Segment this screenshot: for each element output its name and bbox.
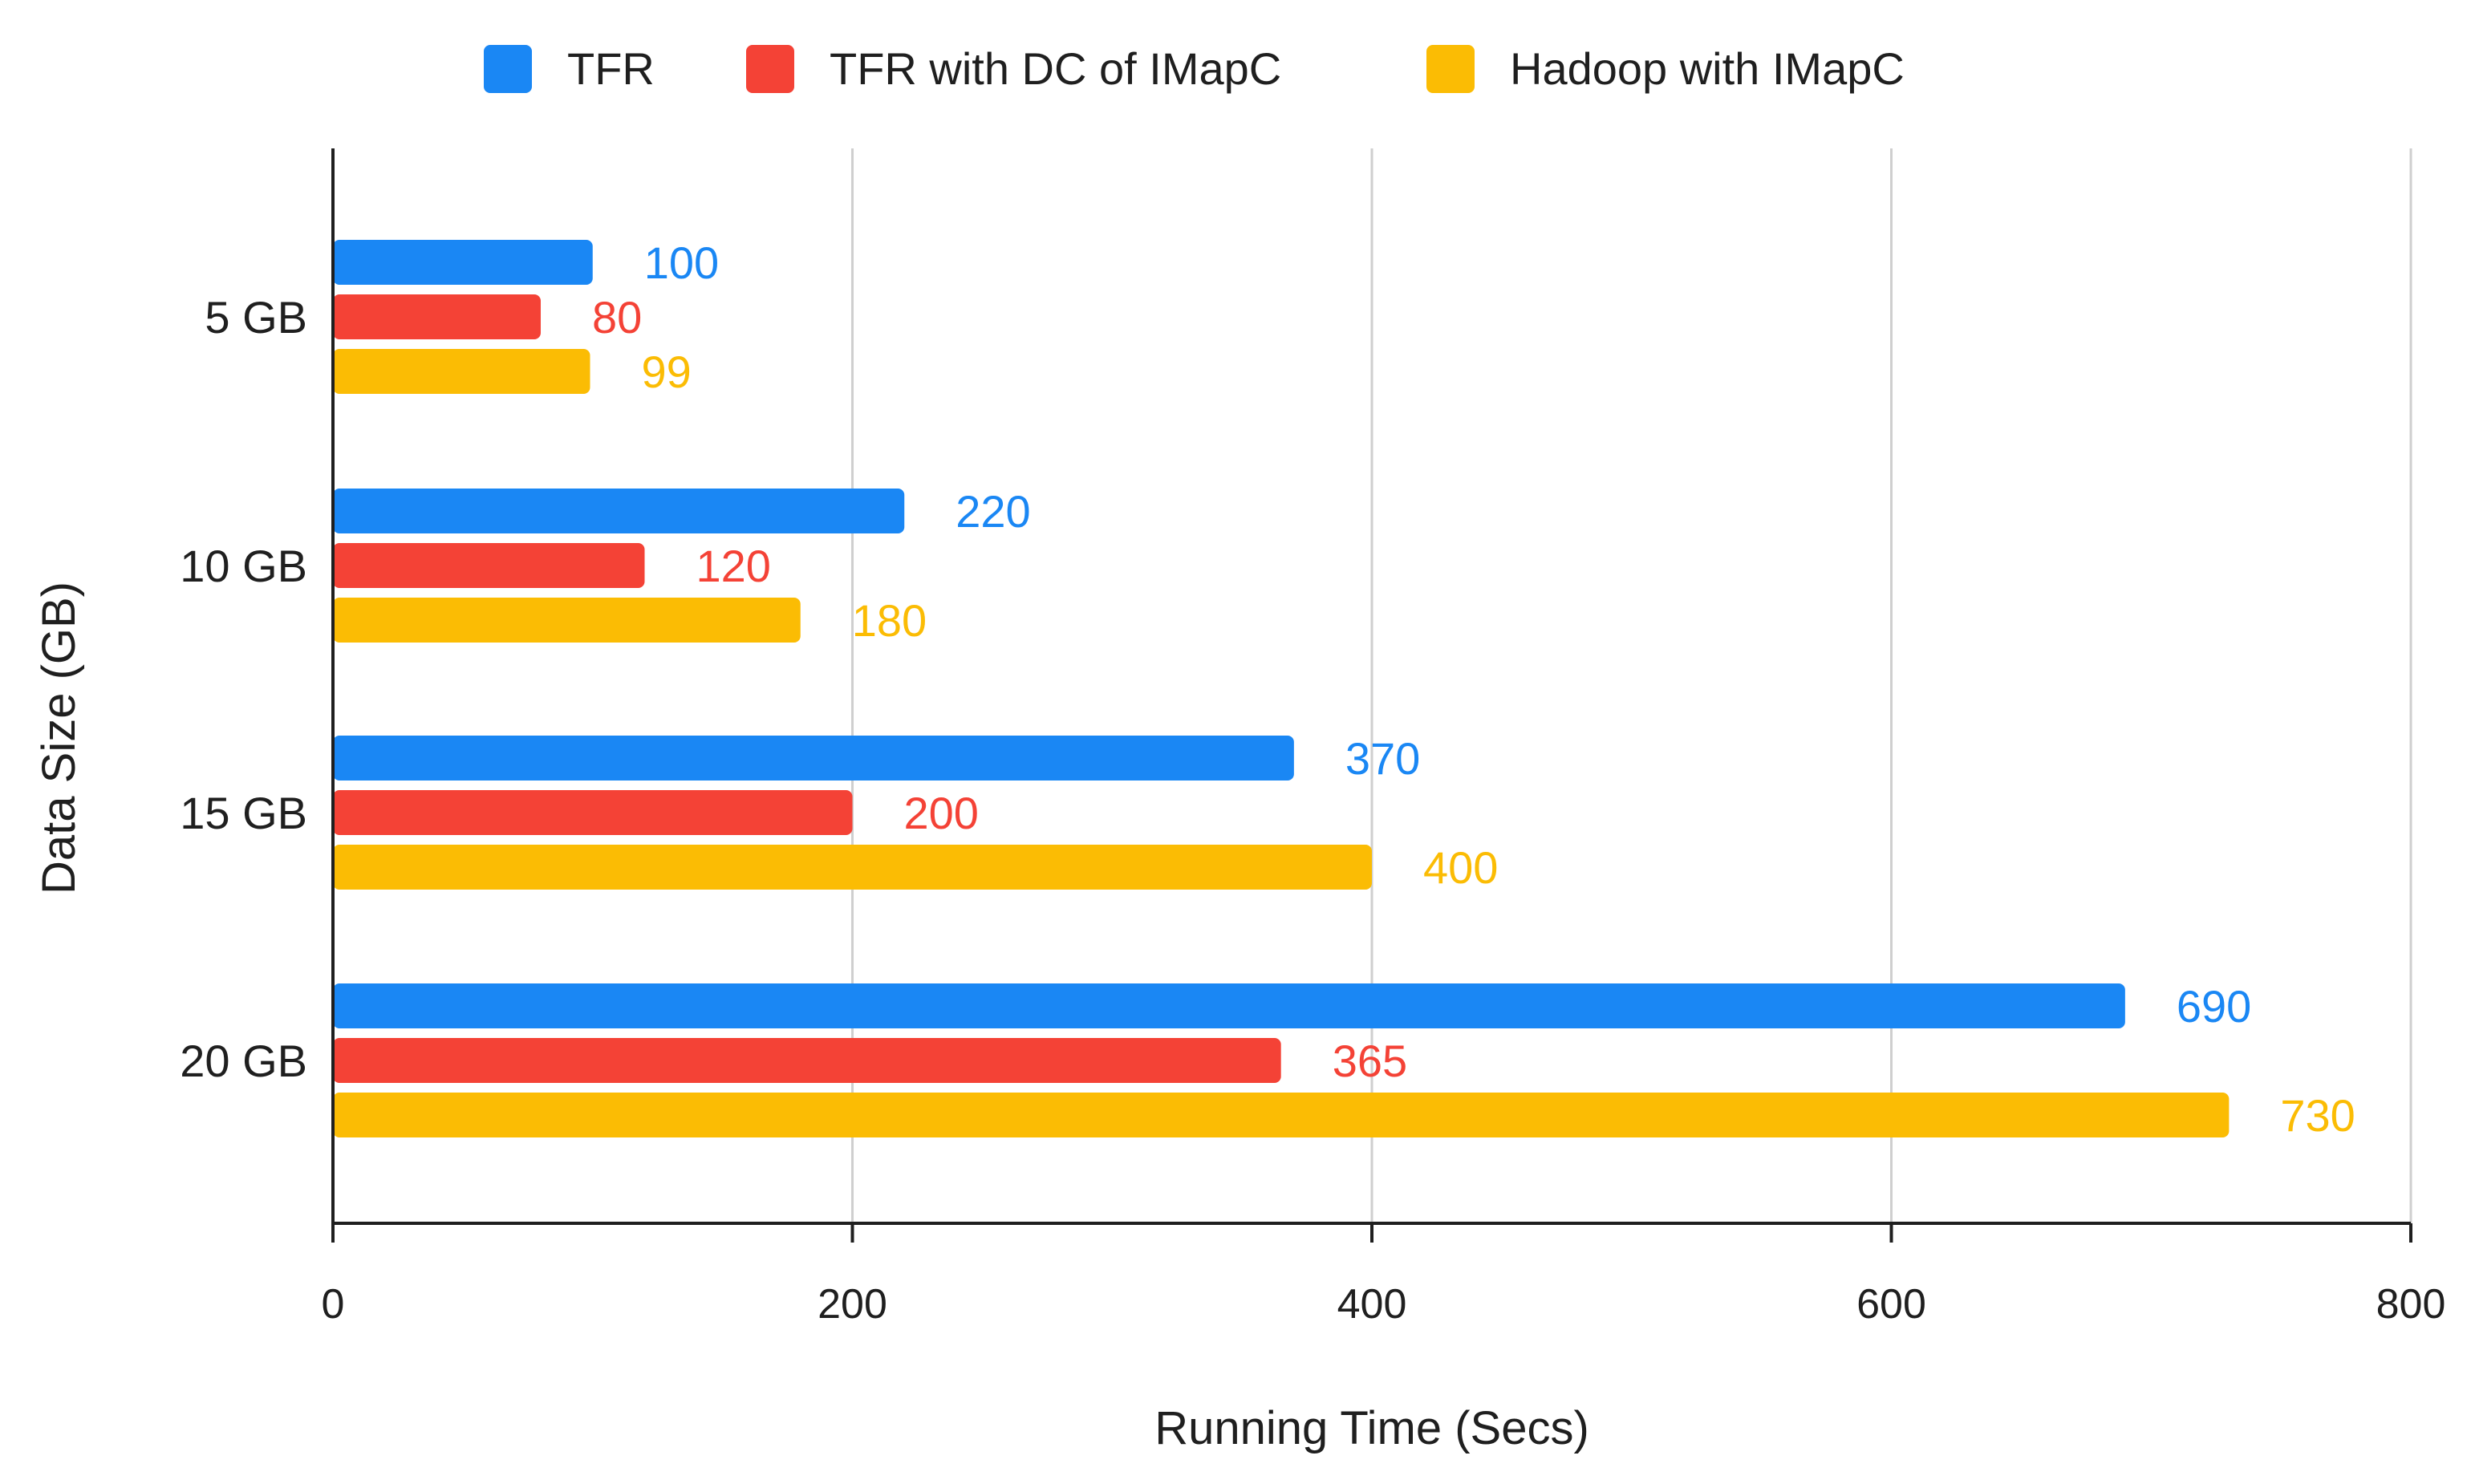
x-axis-title: Running Time (Secs) (1154, 1402, 1589, 1454)
legend-swatch-tfr (484, 45, 532, 93)
bar-tfr-with-dc-of-imapc-5-gb (333, 294, 541, 339)
y-category-label: 5 GB (205, 292, 307, 343)
data-label-tfr-15-gb: 370 (1345, 733, 1420, 784)
bar-hadoop-with-imapc-20-gb (333, 1093, 2230, 1137)
x-tick-label: 400 (1337, 1281, 1407, 1328)
axes (331, 148, 2412, 1243)
bar-hadoop-with-imapc-5-gb (333, 349, 590, 394)
bar-tfr-with-dc-of-imapc-20-gb (333, 1038, 1281, 1083)
x-tick-labels: 0 200 400 600 800 (322, 1281, 2446, 1328)
bar-tfr-15-gb (333, 736, 1294, 781)
data-label-tfr-with-dc-of-imapc-5-gb: 80 (592, 292, 642, 343)
data-label-hadoop-with-imapc-15-gb: 400 (1423, 842, 1498, 893)
data-label-tfr-with-dc-of-imapc-10-gb: 120 (696, 541, 771, 591)
legend-swatch-tfr-with-dc-of-imapc (746, 45, 794, 93)
bar-tfr-with-dc-of-imapc-10-gb (333, 543, 645, 588)
x-tick-label: 600 (1856, 1281, 1926, 1328)
bar-hadoop-with-imapc-15-gb (333, 845, 1372, 890)
data-label-tfr-20-gb: 690 (2177, 981, 2251, 1032)
data-label-tfr-with-dc-of-imapc-20-gb: 365 (1333, 1036, 1407, 1086)
data-label-tfr-5-gb: 100 (644, 237, 719, 288)
legend-label-tfr-with-dc-of-imapc: TFR with DC of IMapC (830, 43, 1281, 94)
data-label-hadoop-with-imapc-20-gb: 730 (2280, 1090, 2355, 1141)
y-category-label: 10 GB (180, 541, 307, 591)
x-tick-label: 800 (2376, 1281, 2446, 1328)
data-label-hadoop-with-imapc-10-gb: 180 (852, 595, 927, 646)
data-label-tfr-10-gb: 220 (956, 486, 1030, 537)
legend-label-tfr: TFR (567, 43, 655, 94)
x-tick-label: 0 (322, 1281, 345, 1328)
bars (333, 240, 2230, 1137)
data-label-tfr-with-dc-of-imapc-15-gb: 200 (904, 788, 979, 838)
y-axis-title: Data Size (GB) (33, 582, 85, 894)
legend-swatch-hadoop-with-imapc (1426, 45, 1475, 93)
bar-tfr-5-gb (333, 240, 593, 285)
data-label-hadoop-with-imapc-5-gb: 99 (642, 347, 692, 397)
bar-tfr-10-gb (333, 489, 905, 533)
bar-tfr-with-dc-of-imapc-15-gb (333, 790, 853, 835)
bar-hadoop-with-imapc-10-gb (333, 598, 801, 643)
legend-label-hadoop-with-imapc: Hadoop with IMapC (1510, 43, 1905, 94)
y-category-label: 20 GB (180, 1036, 307, 1086)
y-category-labels: 5 GB 10 GB 15 GB 20 GB (180, 292, 307, 1086)
y-category-label: 15 GB (180, 788, 307, 838)
x-tick-label: 200 (818, 1281, 887, 1328)
legend: TFR TFR with DC of IMapC Hadoop with IMapC (484, 43, 1905, 94)
bar-tfr-20-gb (333, 983, 2125, 1028)
